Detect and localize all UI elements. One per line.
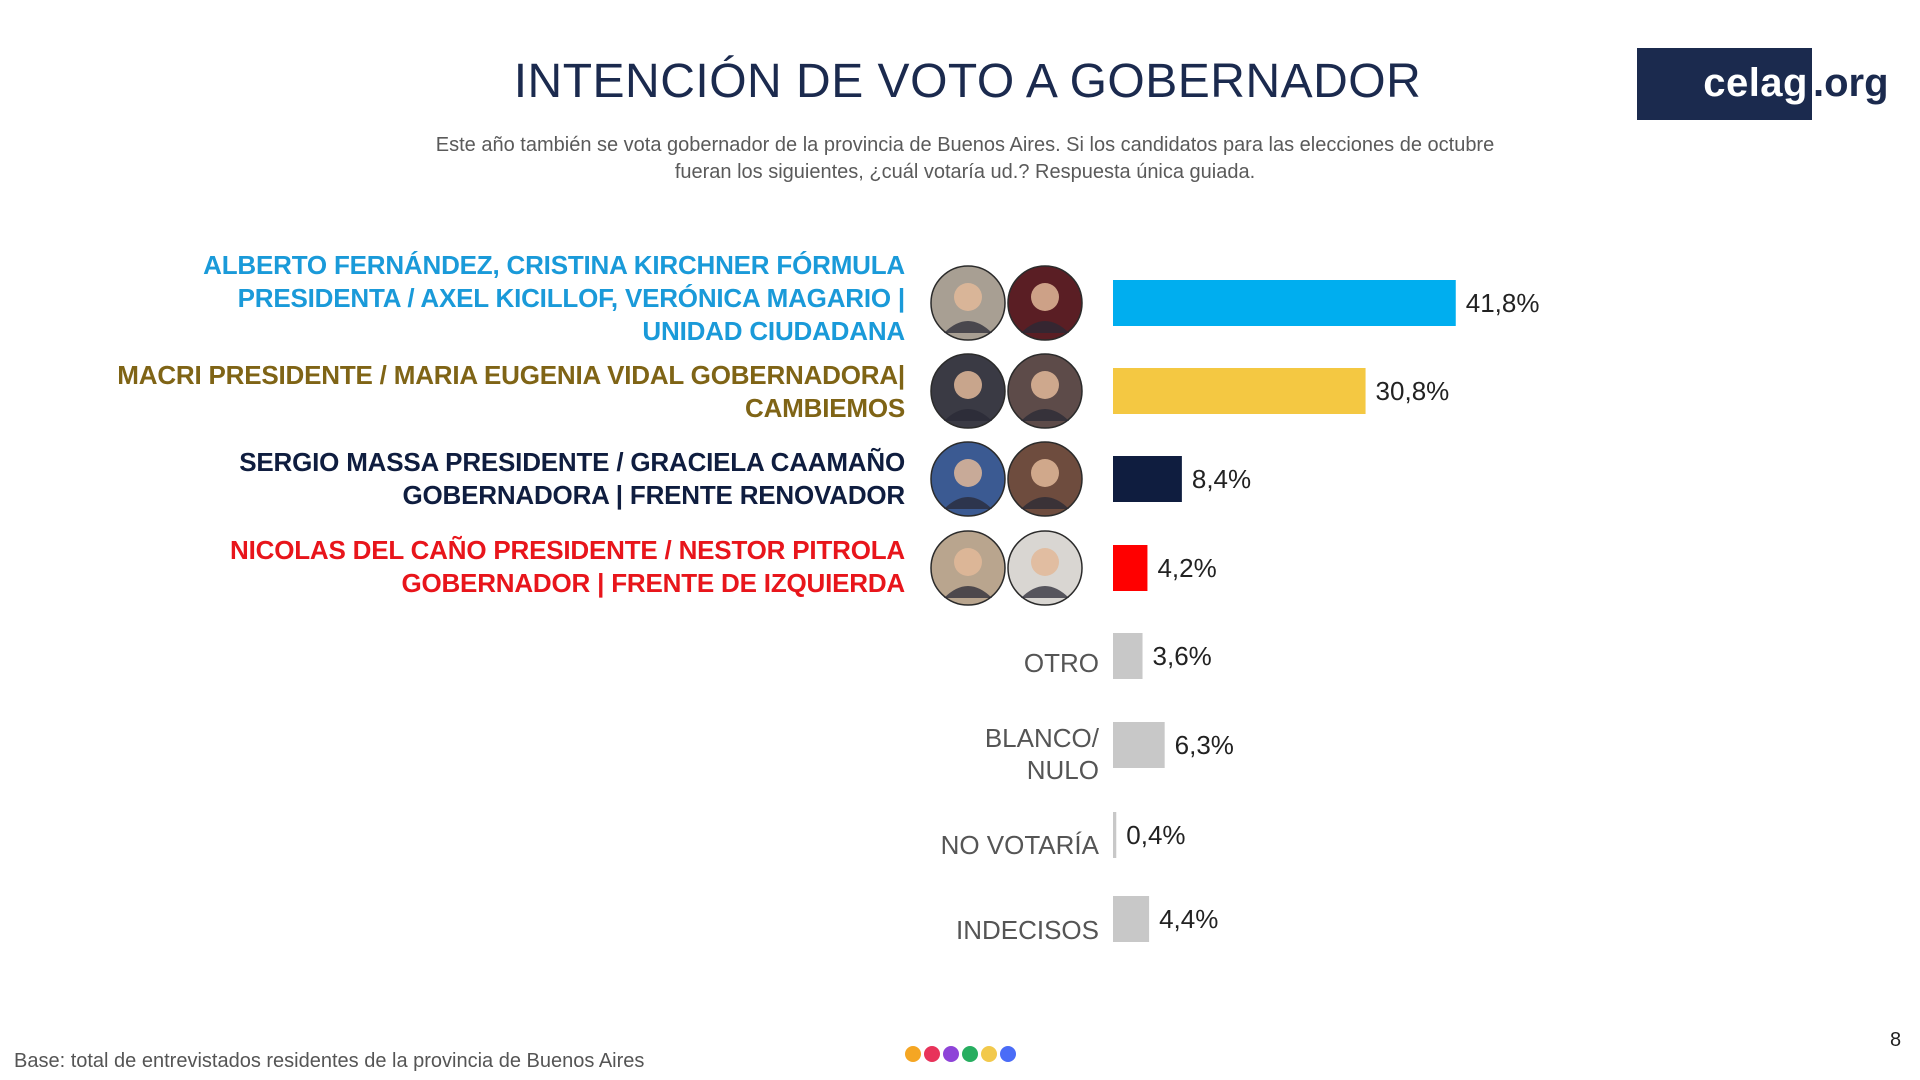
bar-indecisos	[1113, 896, 1150, 942]
footnote: Base: total de entrevistados residentes …	[14, 1050, 645, 1072]
candidate-photo	[1007, 265, 1083, 341]
label-line: UNIDAD CIUDADANA	[642, 316, 905, 346]
decor-dot	[1000, 1046, 1016, 1062]
candidate-photo	[1007, 441, 1083, 517]
label-line: BLANCO/	[984, 723, 1099, 753]
candidate-photo	[930, 441, 1006, 517]
candidate-photos	[930, 265, 1083, 606]
chart-title: INTENCIÓN DE VOTO A GOBERNADOR	[513, 55, 1422, 108]
value-label-indecisos: 4,4%	[1159, 904, 1218, 934]
value-label-frente-renovador: 8,4%	[1192, 464, 1251, 494]
category-label-blanco-nulo: BLANCO/ NULO	[985, 722, 1099, 786]
category-label-otro: OTRO	[1024, 647, 1099, 679]
label-line: NICOLAS DEL CAÑO PRESIDENTE / NESTOR PIT…	[230, 535, 905, 565]
label-line: NO VOTARÍA	[940, 830, 1099, 860]
logo-suffix: .org	[1813, 61, 1889, 105]
candidate-label-frente-de-izquierda: NICOLAS DEL CAÑO PRESIDENTE / NESTOR PIT…	[230, 534, 905, 600]
value-label-cambiemos: 30,8%	[1376, 376, 1450, 406]
chart-subtitle: Este año también se vota gobernador de l…	[435, 134, 1495, 183]
candidate-photo	[1007, 353, 1083, 429]
value-label-frente-de-izquierda: 4,2%	[1157, 553, 1216, 583]
decor-dot	[981, 1046, 997, 1062]
decor-dot	[924, 1046, 940, 1062]
value-label-no-votaria: 0,4%	[1126, 820, 1185, 850]
decor-dot	[905, 1046, 921, 1062]
value-label-blanco-nulo: 6,3%	[1175, 730, 1234, 760]
page-number: 8	[1890, 1029, 1902, 1051]
candidate-photo	[1007, 530, 1083, 606]
bar-cambiemos	[1113, 368, 1366, 414]
label-line: CAMBIEMOS	[745, 393, 905, 423]
candidate-label-unidad-ciudadana: ALBERTO FERNÁNDEZ, CRISTINA KIRCHNER FÓR…	[203, 249, 905, 348]
label-line: MACRI PRESIDENTE / MARIA EUGENIA VIDAL G…	[117, 360, 905, 390]
label-line: NULO	[1026, 755, 1099, 785]
candidate-photo	[930, 530, 1006, 606]
value-label-otro: 3,6%	[1153, 641, 1212, 671]
label-line: GOBERNADORA | FRENTE RENOVADOR	[402, 480, 905, 510]
bar-otro	[1113, 633, 1143, 679]
bar-blanco-nulo	[1113, 722, 1165, 768]
bar-unidad-ciudadana	[1113, 280, 1456, 326]
value-label-group: 41,8% 30,8% 8,4% 4,2% 3,6% 6,3% 0,4% 4,4%	[1126, 288, 1539, 934]
label-line: ALBERTO FERNÁNDEZ, CRISTINA KIRCHNER FÓR…	[203, 250, 905, 280]
label-line: PRESIDENTA / AXEL KICILLOF, VERÓNICA MAG…	[237, 283, 906, 313]
category-label-no-votaria: NO VOTARÍA	[941, 829, 1099, 861]
candidate-label-cambiemos: MACRI PRESIDENTE / MARIA EUGENIA VIDAL G…	[117, 359, 905, 425]
decor-dot	[962, 1046, 978, 1062]
decor-dot	[943, 1046, 959, 1062]
candidate-photo	[930, 265, 1006, 341]
bar-frente-de-izquierda	[1113, 545, 1148, 591]
value-label-unidad-ciudadana: 41,8%	[1466, 288, 1540, 318]
bar-frente-renovador	[1113, 456, 1182, 502]
label-line: INDECISOS	[955, 915, 1099, 945]
logo-main: celag	[1637, 47, 1812, 120]
bar-no-votaria	[1113, 812, 1117, 858]
label-line: GOBERNADOR | FRENTE DE IZQUIERDA	[401, 568, 905, 598]
celag-logo: celag .org	[1637, 47, 1889, 120]
label-line: SERGIO MASSA PRESIDENTE / GRACIELA CAAMA…	[239, 447, 905, 477]
candidate-label-frente-renovador: SERGIO MASSA PRESIDENTE / GRACIELA CAAMA…	[239, 446, 905, 512]
bar-group	[1113, 280, 1456, 942]
label-line: OTRO	[1023, 648, 1099, 678]
category-label-indecisos: INDECISOS	[956, 914, 1099, 946]
decorative-dots	[905, 1046, 1016, 1062]
candidate-photo	[930, 353, 1006, 429]
